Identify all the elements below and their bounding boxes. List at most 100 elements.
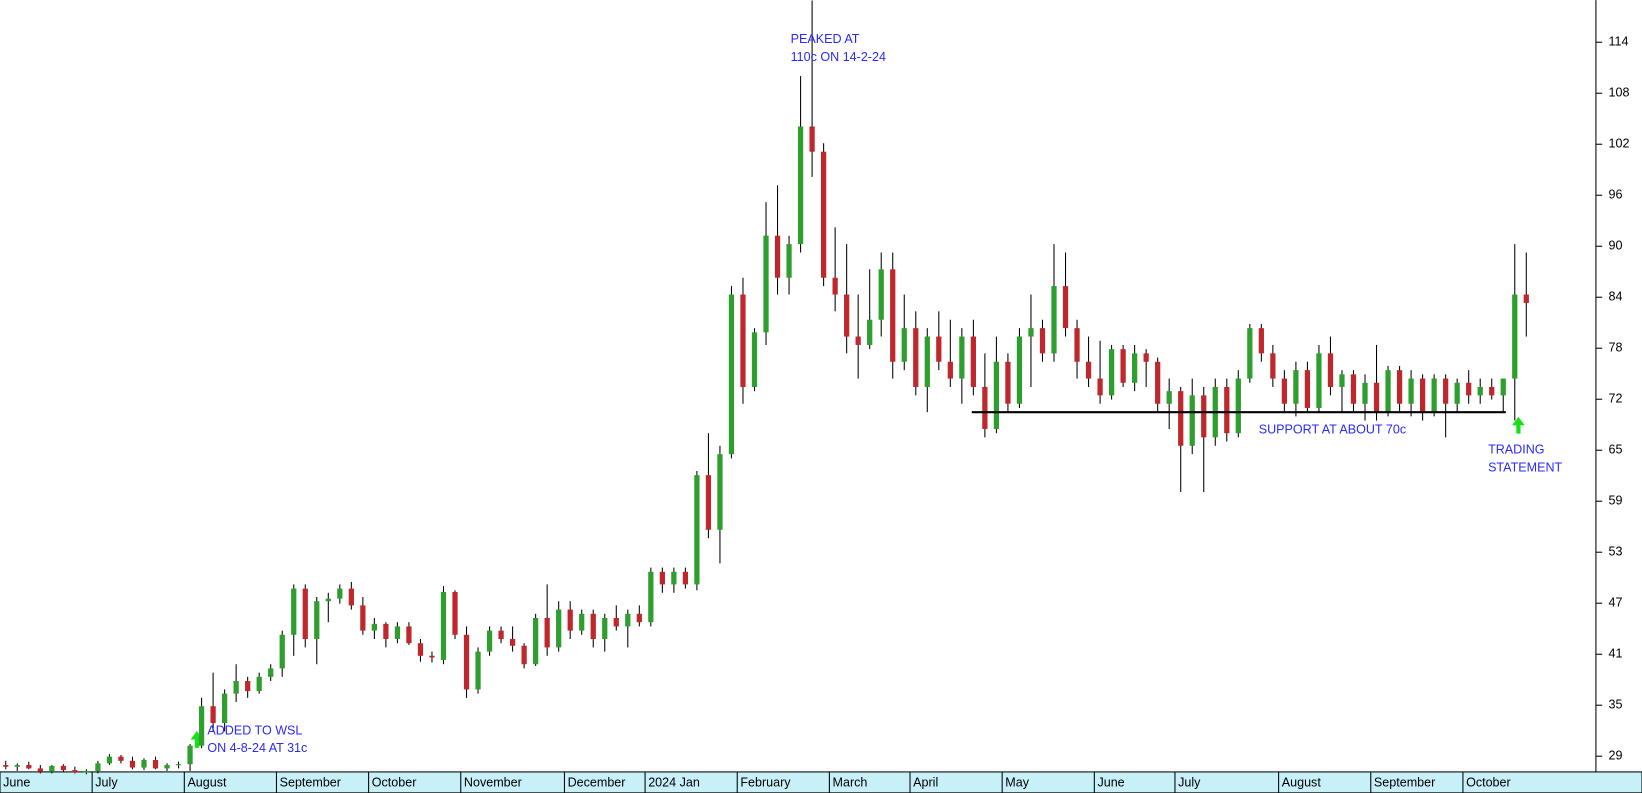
candle-body	[636, 613, 642, 623]
candle-body	[1500, 378, 1506, 396]
candle-body	[72, 770, 78, 773]
candle-body	[1155, 361, 1161, 404]
candle-body	[567, 609, 573, 631]
candle-body	[1178, 391, 1184, 446]
candle-body	[1028, 328, 1034, 337]
candle-body	[314, 601, 320, 640]
candle-body	[959, 336, 965, 379]
candle-body	[256, 676, 262, 692]
candle-body	[648, 571, 654, 623]
x-tick-label: 2024 Jan	[648, 776, 700, 790]
candle-body	[556, 609, 562, 648]
candle-body	[625, 613, 631, 627]
candle-body	[452, 591, 458, 635]
annotation: ADDED TO WSL	[207, 723, 302, 737]
y-tick-label: 90	[1608, 239, 1622, 253]
y-tick-label: 114	[1608, 35, 1628, 49]
candle-body	[867, 319, 873, 345]
candle-body	[1327, 353, 1334, 387]
candle-body	[1097, 378, 1103, 396]
annotation: STATEMENT	[1488, 461, 1562, 475]
candle-body	[786, 244, 792, 278]
candle-body	[1062, 286, 1069, 329]
candle-body	[602, 618, 608, 640]
candle-body	[1316, 353, 1322, 408]
candle-body	[279, 634, 285, 669]
candle-body	[855, 336, 861, 345]
y-tick-label: 65	[1608, 443, 1622, 457]
candle-body	[325, 598, 331, 602]
y-tick-label: 47	[1608, 596, 1622, 610]
candle-body	[763, 235, 769, 333]
candle-body	[913, 328, 919, 387]
x-tick-label: July	[1178, 776, 1201, 790]
candle-body	[682, 571, 689, 585]
candle-body	[832, 277, 838, 295]
y-tick-label: 102	[1608, 137, 1629, 151]
candle-body	[809, 126, 815, 152]
candle-body	[659, 571, 665, 585]
y-tick-label: 108	[1608, 86, 1629, 100]
candle-body	[1396, 370, 1403, 404]
y-tick-label: 72	[1608, 392, 1622, 406]
candle-body	[544, 618, 550, 648]
candle-body	[360, 605, 366, 631]
candle-body	[1247, 328, 1253, 379]
candle-body	[348, 588, 354, 606]
candle-body	[717, 454, 723, 530]
candle-body	[521, 645, 527, 665]
candle-body	[705, 475, 712, 530]
candle-body	[613, 618, 619, 627]
candle-body	[152, 759, 159, 769]
y-tick-label: 59	[1608, 494, 1622, 508]
candle-body	[1189, 395, 1195, 446]
candle-body	[1466, 382, 1472, 396]
x-tick-label: June	[3, 776, 30, 790]
candle-body	[222, 693, 228, 724]
candle-body	[774, 235, 781, 278]
candle-body	[740, 294, 746, 387]
candle-body	[268, 668, 274, 677]
candle-body	[49, 765, 55, 772]
candle-body	[1201, 395, 1207, 438]
x-tick-label: October	[372, 776, 417, 790]
candle-body	[728, 294, 735, 455]
candle-body	[579, 613, 585, 631]
candle-body	[371, 623, 377, 631]
x-tick-label: November	[464, 776, 522, 790]
x-tick-label: March	[833, 776, 868, 790]
candle-body	[233, 681, 239, 694]
candle-body	[1431, 378, 1437, 413]
candle-body	[751, 332, 758, 387]
x-tick-label: October	[1466, 776, 1511, 790]
candle-body	[797, 126, 804, 245]
candle-body	[394, 626, 401, 640]
y-tick-label: 84	[1608, 290, 1622, 304]
candle-body	[1132, 353, 1138, 383]
candle-body	[1477, 386, 1483, 396]
annotation: TRADING	[1488, 443, 1544, 457]
x-tick-label: September	[1374, 776, 1435, 790]
candle-body	[982, 386, 988, 429]
candle-body	[1523, 294, 1529, 303]
candle-body	[291, 588, 297, 635]
candle-body	[14, 765, 20, 767]
candle-body	[1235, 378, 1241, 434]
candle-body	[1051, 286, 1057, 354]
candle-body	[106, 756, 113, 764]
candle-body	[1224, 386, 1230, 434]
candle-body	[95, 763, 101, 771]
candle-body	[1281, 378, 1288, 404]
candle-body	[1454, 382, 1460, 404]
y-tick-label: 96	[1608, 188, 1622, 202]
y-tick-label: 29	[1608, 749, 1622, 763]
candle-body	[337, 588, 343, 599]
candle-body	[60, 765, 66, 771]
candle-body	[1304, 370, 1311, 408]
candle-body	[509, 639, 516, 646]
support-label: SUPPORT AT ABOUT 70c	[1259, 422, 1406, 436]
x-tick-label: April	[913, 776, 938, 790]
candle-body	[383, 623, 389, 640]
